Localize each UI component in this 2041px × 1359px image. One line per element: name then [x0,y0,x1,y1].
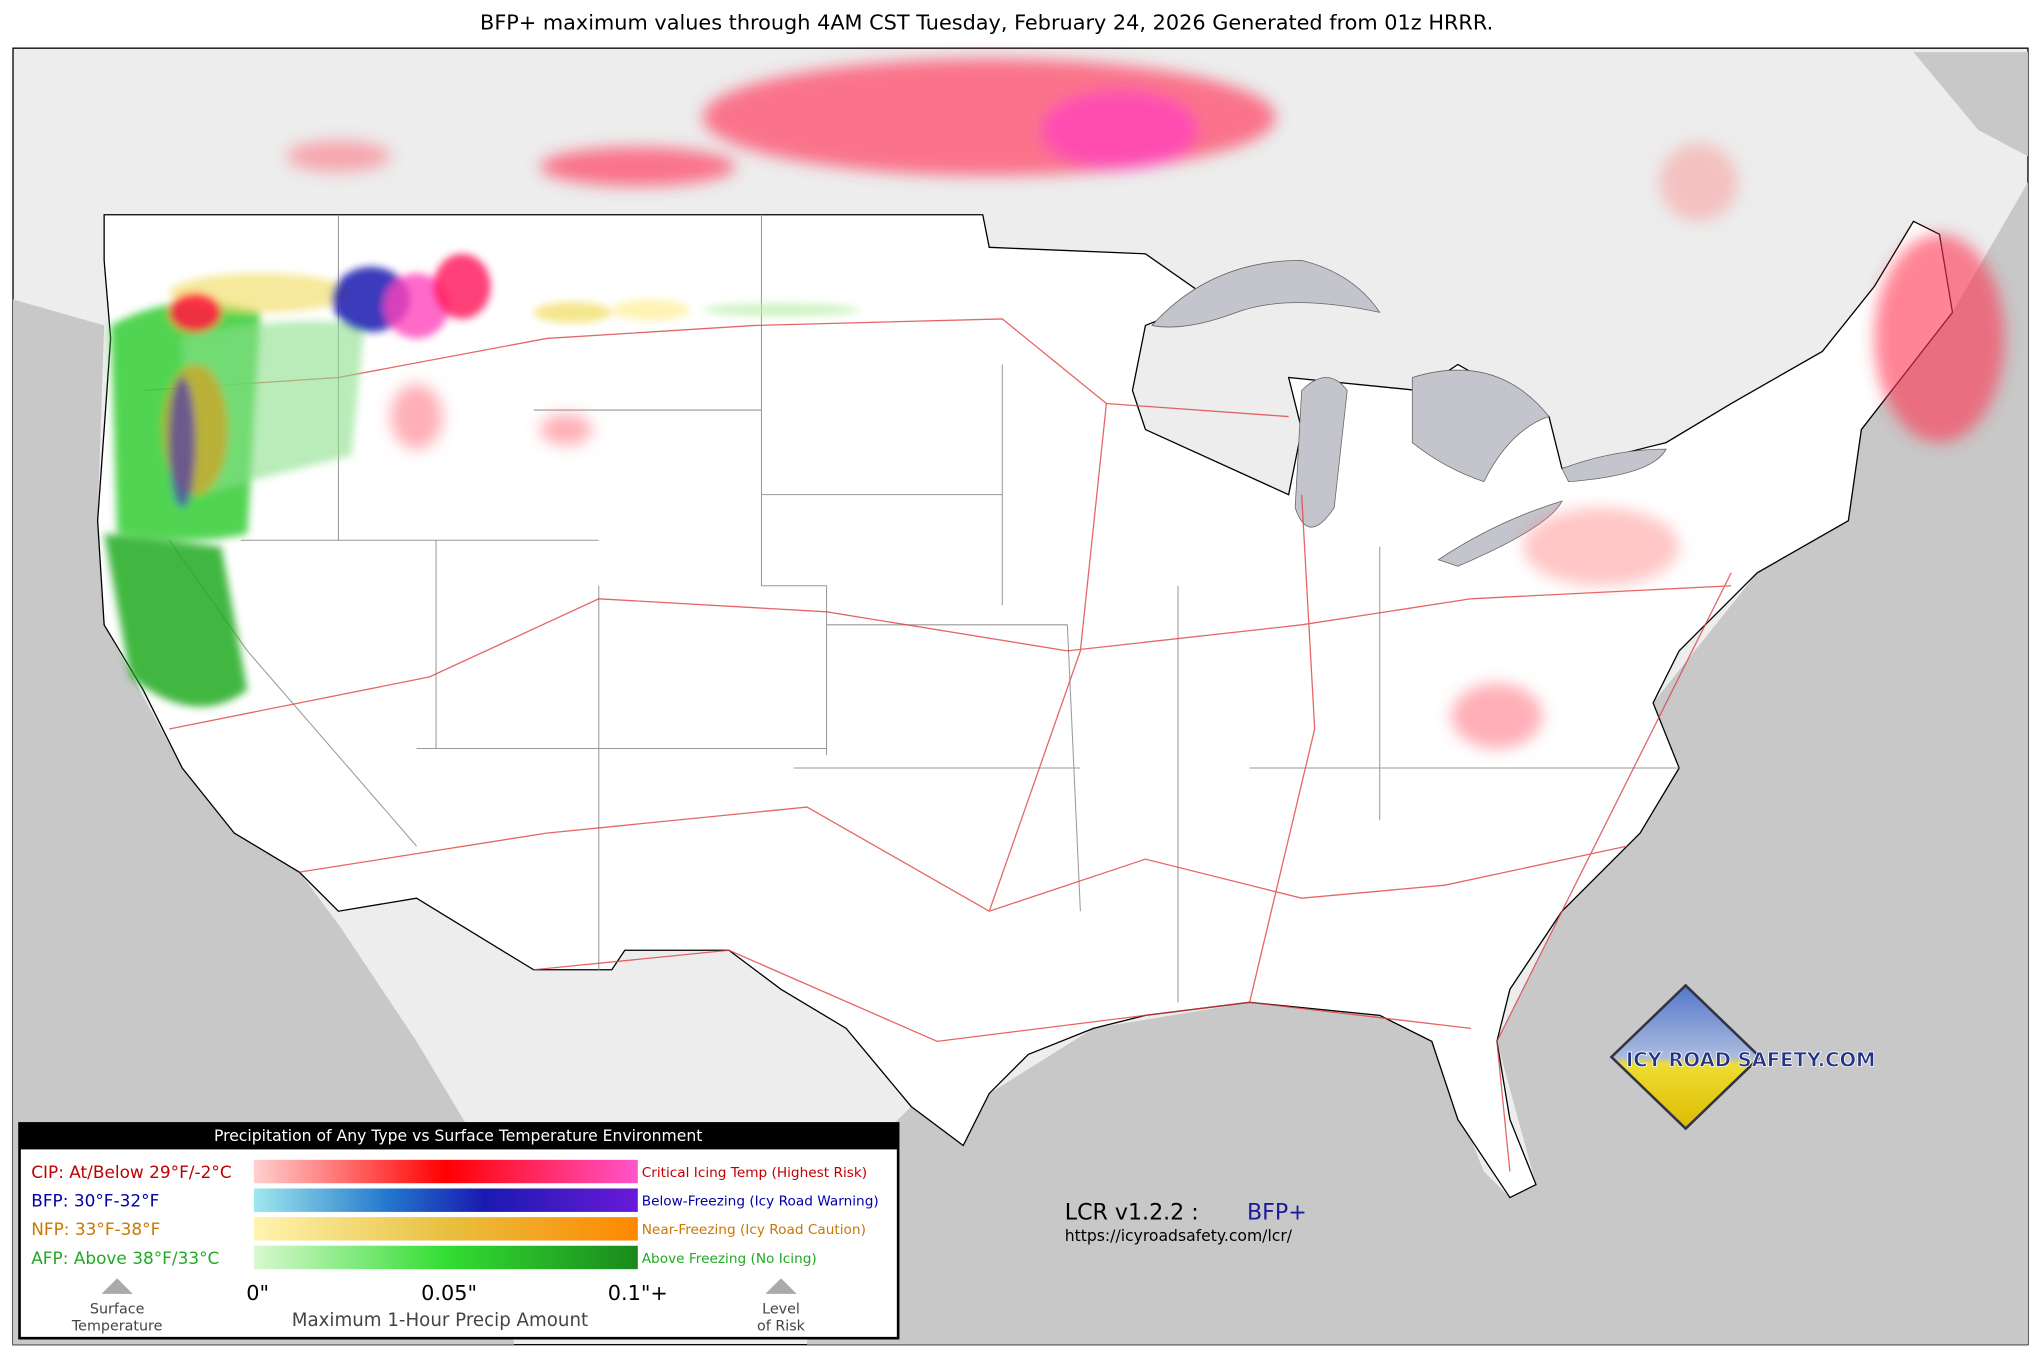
legend-description: Near-Freezing (Icy Road Caution) [642,1222,866,1238]
scale-title: Maximum 1-Hour Precip Amount [292,1310,588,1331]
hudson-bay [1913,52,2028,157]
axis-label: Level [762,1302,800,1318]
precip-west [104,253,860,707]
legend-title: Precipitation of Any Type vs Surface Tem… [214,1127,702,1145]
lake-erie [1437,500,1563,567]
axis-label: Surface [90,1302,145,1318]
arrow-icon [101,1278,133,1294]
lake-michigan [1294,377,1348,528]
legend-label: NFP: 33°F-38°F [31,1219,160,1239]
arrow-icon [765,1278,797,1294]
version-product: BFP+ [1247,1200,1307,1226]
lake-huron [1411,369,1550,483]
legend-bar [253,1188,638,1212]
map-title: BFP+ maximum values through 4AM CST Tues… [480,10,1493,34]
legend-description: Critical Icing Temp (Highest Risk) [642,1165,867,1181]
great-lakes [1151,259,1667,567]
version-label: LCR v1.2.2 : [1065,1200,1199,1226]
precip-cip [286,58,2005,749]
logo: ICY ROAD SAFETY.COM [1609,983,1876,1131]
scale-label: 0.05" [421,1281,477,1305]
legend-label: AFP: Above 38°F/33°C [31,1248,219,1268]
scale-label: 0" [246,1281,269,1305]
axis-label: Temperature [71,1318,163,1334]
lake-ontario [1561,448,1667,483]
legend: Precipitation of Any Type vs Surface Tem… [18,1122,900,1340]
gulf-of-mexico [807,1002,1576,1345]
legend-bar [253,1217,638,1241]
legend-label: BFP: 30°F-32°F [31,1190,159,1210]
version-block: LCR v1.2.2 : BFP+ https://icyroadsafety.… [1065,1200,1307,1245]
version-url: https://icyroadsafety.com/lcr/ [1065,1227,1293,1245]
scale-label: 0.1"+ [608,1281,668,1305]
legend-label: CIP: At/Below 29°F/-2°C [31,1162,231,1182]
logo-text: ICY ROAD SAFETY.COM [1626,1048,1875,1071]
legend-bar [253,1245,638,1270]
legend-description: Below-Freezing (Icy Road Warning) [642,1193,879,1209]
legend-header [19,1123,899,1150]
legend-bar [253,1159,638,1184]
legend-description: Above Freezing (No Icing) [642,1251,817,1267]
lake-superior [1151,259,1381,328]
pacific-ocean [13,299,515,1345]
axis-label: of Risk [757,1318,806,1334]
